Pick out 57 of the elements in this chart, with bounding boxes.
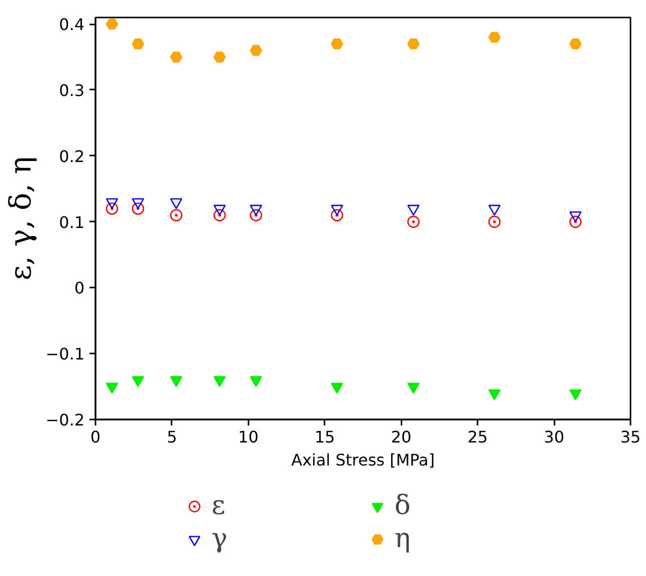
legend-label: δ	[394, 490, 412, 521]
x-tick-label: 15	[314, 428, 335, 446]
point	[250, 45, 262, 56]
point	[132, 38, 144, 50]
point	[569, 38, 582, 50]
point	[170, 209, 182, 222]
x-tick-label: 10	[238, 428, 259, 446]
point	[569, 211, 582, 222]
point	[330, 382, 344, 394]
point	[488, 32, 501, 43]
x-tick-label: 30	[544, 428, 564, 446]
point	[330, 209, 344, 222]
y-axis-title: ε, γ, δ, η	[4, 156, 38, 280]
x-tick-label: 25	[467, 428, 488, 446]
point	[106, 202, 118, 215]
y-tick-label: 0.3	[59, 80, 85, 100]
y-tick-label: 0.1	[59, 212, 85, 232]
point	[106, 18, 118, 30]
x-tick-label: 0	[90, 428, 101, 446]
point	[488, 389, 501, 400]
point	[330, 38, 344, 50]
x-tick-label: 5	[166, 428, 178, 446]
point	[170, 52, 182, 62]
point	[488, 204, 501, 216]
point	[132, 202, 144, 215]
point	[407, 382, 420, 394]
point	[488, 216, 501, 228]
point	[106, 382, 118, 394]
point	[213, 376, 226, 387]
legend-label: η	[394, 523, 412, 554]
point	[330, 204, 344, 216]
point	[407, 38, 420, 50]
point	[170, 198, 182, 210]
legend-label: γ	[212, 523, 228, 554]
point	[250, 376, 262, 387]
y-tick-label: −0.1	[46, 344, 85, 364]
y-tick-label: 0.2	[59, 146, 85, 166]
point	[170, 376, 182, 387]
y-tick-label: −0.2	[46, 410, 85, 430]
x-tick-label: 35	[620, 428, 641, 446]
x-tick-label: 20	[391, 428, 412, 446]
point	[213, 209, 226, 222]
x-axis-title: Axial Stress [MPa]	[291, 450, 435, 470]
point	[132, 376, 144, 387]
point	[407, 216, 420, 228]
legend-label: ε	[212, 490, 226, 521]
point	[132, 198, 144, 210]
point	[569, 216, 582, 228]
point	[213, 204, 226, 216]
point	[250, 209, 262, 222]
point	[250, 204, 262, 216]
y-tick-label: 0	[74, 278, 85, 298]
point	[106, 198, 118, 210]
point	[569, 389, 582, 400]
point	[407, 204, 420, 216]
point	[213, 52, 226, 62]
y-tick-label: 0.4	[59, 15, 85, 34]
